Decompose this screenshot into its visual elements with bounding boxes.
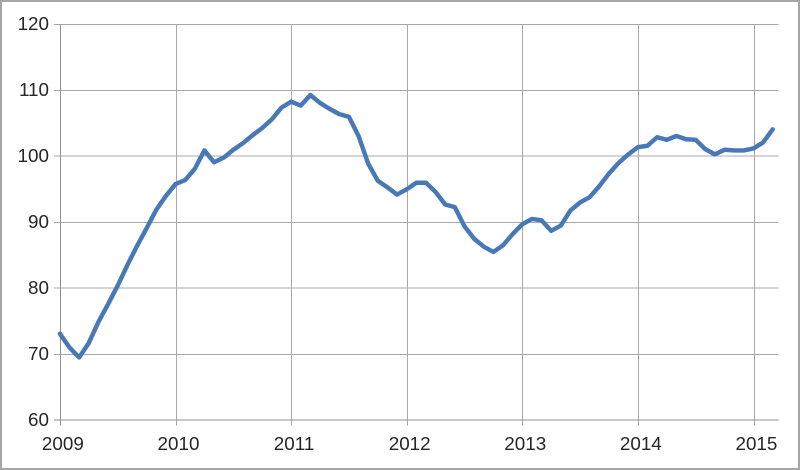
y-tick-label: 80 xyxy=(28,277,49,298)
y-tick-label: 110 xyxy=(19,79,49,100)
x-axis-labels: 2009 2010 2011 2012 2013 2014 2015 xyxy=(42,433,777,454)
y-tick-label: 120 xyxy=(18,13,49,34)
y-tick-label: 70 xyxy=(28,343,49,364)
x-tick-label: 2011 xyxy=(274,433,315,454)
x-tick-label: 2013 xyxy=(504,433,546,454)
y-tick-label: 90 xyxy=(28,211,49,232)
y-axis-labels: 60 70 80 90 100 110 120 xyxy=(18,13,49,430)
x-tick-label: 2014 xyxy=(620,433,662,454)
series-line xyxy=(57,92,775,360)
x-tick-label: 2010 xyxy=(158,433,200,454)
x-tick-label: 2015 xyxy=(735,433,777,454)
y-tick-label: 60 xyxy=(28,409,49,430)
x-tick-label: 2012 xyxy=(389,433,431,454)
x-gridlines xyxy=(59,23,755,426)
x-tick-label: 2009 xyxy=(42,433,84,454)
y-tick-label: 100 xyxy=(18,145,49,166)
axis-lines xyxy=(53,23,779,426)
y-gridlines xyxy=(53,23,779,421)
data-series xyxy=(57,92,775,360)
